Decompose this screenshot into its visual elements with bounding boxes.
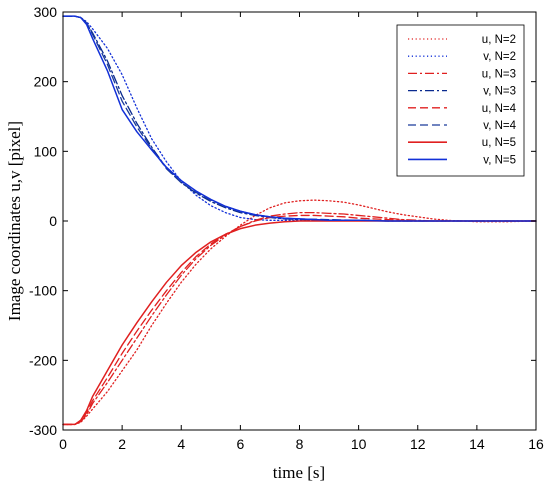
y-tick-label: -100 (29, 283, 57, 299)
axis-ticks: 0 2 4 6 8 10 12 14 16 -300 -200 -100 0 100 200 300 (29, 4, 544, 452)
series-line-v-n-5 (62, 15, 537, 222)
legend-label-v-n-5: v, N=5 (483, 154, 516, 166)
legend-label-u-n-4: u, N=4 (482, 103, 517, 115)
series-line-u-n-2 (62, 199, 537, 426)
legend: u, N=2 v, N=2 u, N=3 v, N=3 u, N=4 v, N=4 u, N… (396, 24, 525, 177)
legend-label-u-n-5: u, N=5 (482, 137, 516, 149)
legend-box (396, 24, 525, 177)
plot-lines (62, 15, 537, 426)
y-tick-label: 200 (34, 74, 58, 90)
x-tick-label: 12 (410, 436, 426, 452)
x-tick-label: 4 (177, 436, 185, 452)
legend-label-v-n-2: v, N=2 (483, 51, 516, 63)
y-axis-label: Image coordinates u,v [pixel] (5, 121, 24, 321)
x-tick-label: 14 (469, 436, 485, 452)
legend-label-u-n-3: u, N=3 (482, 68, 516, 80)
x-tick-label: 6 (236, 436, 244, 452)
series-line-u-n-3 (62, 211, 537, 426)
series-line-u-n-5 (62, 220, 537, 426)
x-tick-label: 2 (118, 436, 126, 452)
legend-label-v-n-4: v, N=4 (483, 120, 516, 132)
x-tick-label: 16 (528, 436, 544, 452)
series-line-u-n-4 (62, 214, 537, 426)
x-tick-label: 0 (59, 436, 67, 452)
x-axis-label: time [s] (273, 463, 325, 482)
x-tick-label: 10 (351, 436, 367, 452)
y-tick-label: 100 (34, 143, 58, 159)
y-tick-label: -300 (29, 422, 57, 438)
legend-label-v-n-3: v, N=3 (483, 86, 516, 98)
y-tick-label: 300 (34, 4, 58, 20)
legend-label-u-n-2: u, N=2 (482, 34, 516, 46)
y-tick-label: 0 (49, 213, 57, 229)
y-tick-label: -200 (29, 352, 57, 368)
x-tick-label: 8 (296, 436, 304, 452)
